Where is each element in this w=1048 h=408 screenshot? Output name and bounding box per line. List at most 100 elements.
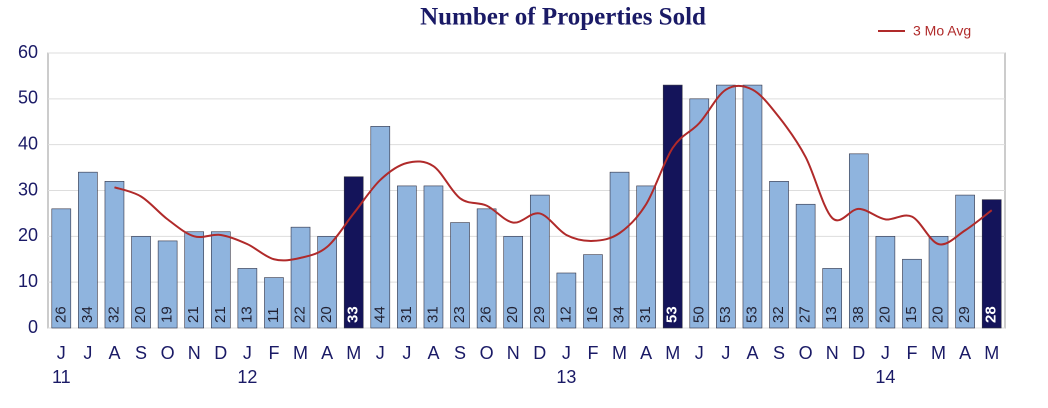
data-label: 29: [531, 306, 548, 323]
x-tick-label: D: [214, 343, 227, 363]
bar: [290, 226, 311, 329]
y-tick-label: 20: [18, 225, 38, 245]
data-label: 31: [398, 306, 415, 323]
x-tick-label: J: [243, 343, 252, 363]
bar: [450, 222, 470, 329]
data-label: 31: [637, 306, 654, 323]
bar: [769, 181, 789, 329]
x-tick-label: J: [402, 343, 411, 363]
y-tick-label: 0: [28, 317, 38, 337]
x-tick-label: N: [507, 343, 520, 363]
x-tick-label: J: [721, 343, 730, 363]
data-label: 32: [770, 306, 787, 323]
legend-label: 3 Mo Avg: [913, 23, 971, 39]
data-label: 20: [930, 306, 947, 323]
x-tick-label: M: [346, 343, 361, 363]
bar: [609, 171, 630, 329]
x-tick-label: A: [321, 343, 333, 363]
data-label: 32: [105, 306, 122, 323]
bar: [51, 208, 72, 329]
data-label: 13: [238, 306, 255, 323]
x-tick-label: A: [108, 343, 120, 363]
bar: [184, 231, 205, 329]
x-tick-label: M: [293, 343, 308, 363]
x-tick-label: J: [376, 343, 385, 363]
bar: [503, 236, 524, 329]
x-tick-label: F: [906, 343, 917, 363]
bar: [104, 181, 125, 329]
data-label: 20: [318, 306, 335, 323]
data-label: 12: [557, 306, 574, 323]
y-tick-label: 50: [18, 88, 38, 108]
data-label: 53: [664, 306, 681, 323]
data-label: 31: [424, 306, 441, 323]
bar: [583, 254, 603, 329]
bar: [157, 240, 178, 329]
bar: [902, 258, 922, 329]
y-tick-label: 10: [18, 271, 38, 291]
x-tick-label: J: [57, 343, 66, 363]
x-tick-label: F: [587, 343, 598, 363]
bar: [848, 153, 869, 329]
y-tick-label: 60: [18, 42, 38, 62]
x-tick-label: N: [188, 343, 201, 363]
bar: [397, 185, 417, 329]
x-tick-label: A: [746, 343, 758, 363]
data-label: 23: [451, 306, 468, 323]
x-tick-label: M: [612, 343, 627, 363]
x-tick-label: S: [773, 343, 785, 363]
x-tick-label: M: [931, 343, 946, 363]
data-label: 21: [212, 306, 229, 323]
year-label: 13: [556, 367, 576, 387]
x-tick-label: D: [852, 343, 865, 363]
x-tick-label: S: [135, 343, 147, 363]
bar: [370, 126, 391, 329]
x-tick-label: N: [826, 343, 839, 363]
x-tick-label: J: [83, 343, 92, 363]
bar: [237, 268, 258, 329]
x-tick-label: A: [427, 343, 439, 363]
data-label: 53: [743, 306, 760, 323]
data-label: 53: [717, 306, 734, 323]
x-tick-label: A: [640, 343, 652, 363]
y-tick-label: 30: [18, 179, 38, 199]
data-label: 38: [850, 306, 867, 323]
bar: [78, 171, 98, 329]
bar: [131, 236, 151, 329]
bar: [476, 208, 497, 329]
x-tick-label: J: [881, 343, 890, 363]
y-tick-label: 40: [18, 133, 38, 153]
bar: [822, 268, 843, 329]
data-label: 20: [132, 306, 149, 323]
data-label: 11: [265, 307, 282, 323]
data-label: 33: [345, 306, 362, 323]
bar: [423, 185, 444, 329]
data-label: 16: [584, 306, 601, 323]
bar: [662, 84, 683, 329]
bar: [264, 277, 284, 329]
data-label: 20: [876, 306, 893, 323]
x-tick-label: A: [959, 343, 971, 363]
year-label: 14: [875, 367, 895, 387]
data-label: 19: [159, 306, 176, 323]
avg-line: [114, 84, 993, 262]
data-label: 29: [956, 306, 973, 323]
bar: [343, 176, 364, 329]
data-label: 26: [478, 306, 495, 323]
data-label: 44: [371, 306, 388, 323]
data-label: 26: [52, 306, 69, 323]
data-label: 13: [823, 306, 840, 323]
bar: [529, 194, 550, 329]
bar: [875, 236, 896, 329]
year-label: 11: [52, 367, 71, 387]
bar: [689, 98, 710, 329]
x-tick-label: J: [695, 343, 704, 363]
bar: [742, 84, 763, 329]
data-label: 22: [292, 306, 309, 323]
bar: [981, 199, 1002, 329]
x-tick-label: F: [268, 343, 279, 363]
bar: [928, 236, 949, 329]
x-tick-label: O: [161, 343, 175, 363]
bar: [636, 185, 656, 329]
